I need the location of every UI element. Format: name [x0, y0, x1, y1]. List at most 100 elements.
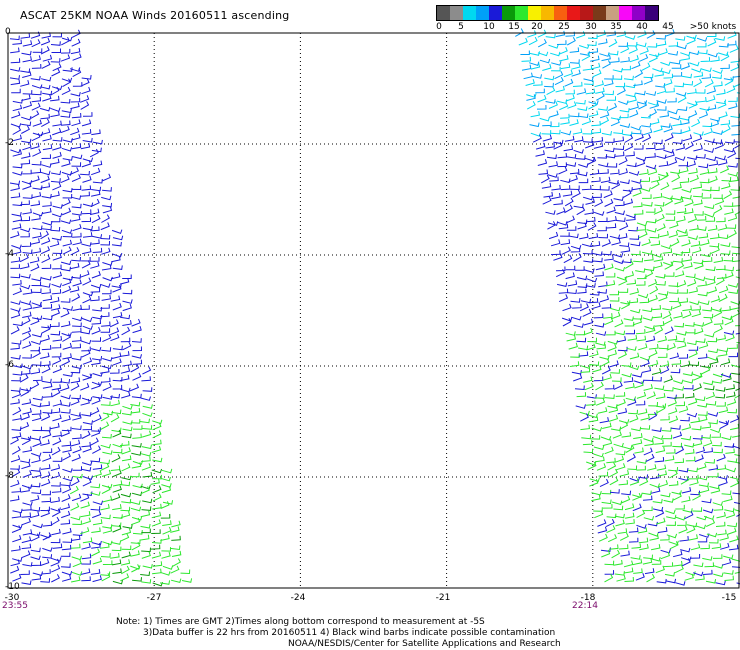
wind-barb [92, 160, 103, 167]
wind-barb [575, 404, 586, 409]
wind-barb [120, 492, 132, 498]
wind-barb [727, 171, 738, 177]
wind-barb [19, 373, 29, 383]
wind-barb [132, 346, 143, 352]
wind-barb [588, 100, 599, 106]
wind-barb [31, 160, 42, 166]
wind-barb [682, 371, 693, 377]
pass-time-left: 23:55 [2, 601, 28, 611]
wind-barb [82, 157, 94, 163]
wind-barb [588, 101, 598, 110]
wind-barb [682, 310, 692, 319]
wind-barb [570, 353, 580, 358]
wind-barb [80, 101, 90, 110]
wind-barb [734, 211, 740, 216]
wind-barb [601, 303, 612, 309]
wind-barb [31, 191, 42, 199]
wind-barb [670, 59, 681, 65]
wind-barb [580, 367, 591, 373]
wind-barb [81, 86, 91, 95]
wind-barb [667, 97, 677, 103]
wind-barb [31, 168, 42, 174]
wind-barb [575, 330, 586, 336]
wind-barb [41, 471, 51, 479]
wind-barb [705, 518, 716, 527]
map-grid [8, 33, 739, 588]
wind-barb [655, 273, 666, 279]
wind-barb [19, 422, 30, 430]
wind-barb [60, 402, 71, 407]
wind-barb [91, 234, 103, 239]
wind-barb [584, 208, 594, 215]
wind-barb [695, 446, 706, 454]
wind-barb [643, 437, 654, 443]
wind-barb [723, 495, 733, 503]
wind-barb [112, 376, 123, 382]
wind-barb [621, 495, 631, 504]
wind-barb [717, 529, 727, 536]
wind-barb [628, 409, 638, 415]
wind-barb [635, 90, 646, 96]
wind-barb [603, 190, 613, 199]
wind-barb [22, 288, 33, 295]
wind-barb [42, 521, 53, 527]
wind-barb [694, 211, 704, 216]
wind-barb [596, 463, 607, 471]
wind-barb [578, 163, 589, 168]
wind-barb [532, 134, 542, 143]
wind-barb [111, 409, 122, 415]
wind-barb [100, 503, 110, 511]
wind-barb [545, 33, 556, 39]
wind-barb [656, 281, 666, 286]
wind-barb [620, 246, 631, 253]
wind-barb [621, 431, 632, 438]
wind-barb [92, 178, 103, 184]
wind-barb [644, 325, 655, 330]
wind-barb [22, 56, 32, 63]
wind-barb [21, 121, 32, 127]
wind-barb [723, 190, 733, 200]
wind-barb [576, 337, 587, 343]
wind-barb [80, 170, 90, 176]
wind-barb [91, 186, 102, 192]
wind-barb [634, 381, 644, 389]
wind-barb [615, 392, 626, 397]
wind-barb [692, 571, 704, 577]
wind-barb [112, 345, 123, 351]
wind-barb [648, 349, 658, 358]
wind-barb [560, 178, 571, 184]
wind-barb [728, 344, 738, 349]
wind-barb [111, 255, 121, 263]
wind-barb [110, 327, 120, 336]
wind-barb [608, 50, 619, 56]
wind-barb [691, 305, 701, 311]
wind-barb [62, 485, 72, 494]
wind-barb [70, 47, 81, 55]
wind-barb [604, 147, 615, 153]
wind-barb [721, 176, 732, 182]
wind-barb [651, 304, 662, 311]
wind-barb [71, 112, 82, 119]
wind-barb [30, 435, 41, 441]
wind-barb [52, 399, 63, 407]
wind-barb [90, 261, 100, 269]
wind-barb [724, 271, 734, 279]
wind-barb [608, 414, 619, 422]
wind-barb [684, 510, 694, 520]
wind-barb [727, 458, 738, 463]
wind-barb [597, 106, 608, 111]
wind-barb [677, 106, 688, 111]
wind-barb [21, 327, 32, 335]
wind-barb [12, 171, 23, 176]
wind-barb [132, 530, 143, 535]
wind-barb [70, 515, 81, 521]
wind-barb [42, 201, 52, 207]
wind-barb [569, 119, 579, 126]
wind-barb [42, 144, 53, 151]
wind-barb [613, 381, 623, 390]
wind-barb [90, 284, 102, 289]
wind-barb [706, 278, 716, 286]
wind-barb [151, 445, 162, 453]
wind-barb [614, 136, 625, 143]
wind-barb [92, 510, 102, 519]
